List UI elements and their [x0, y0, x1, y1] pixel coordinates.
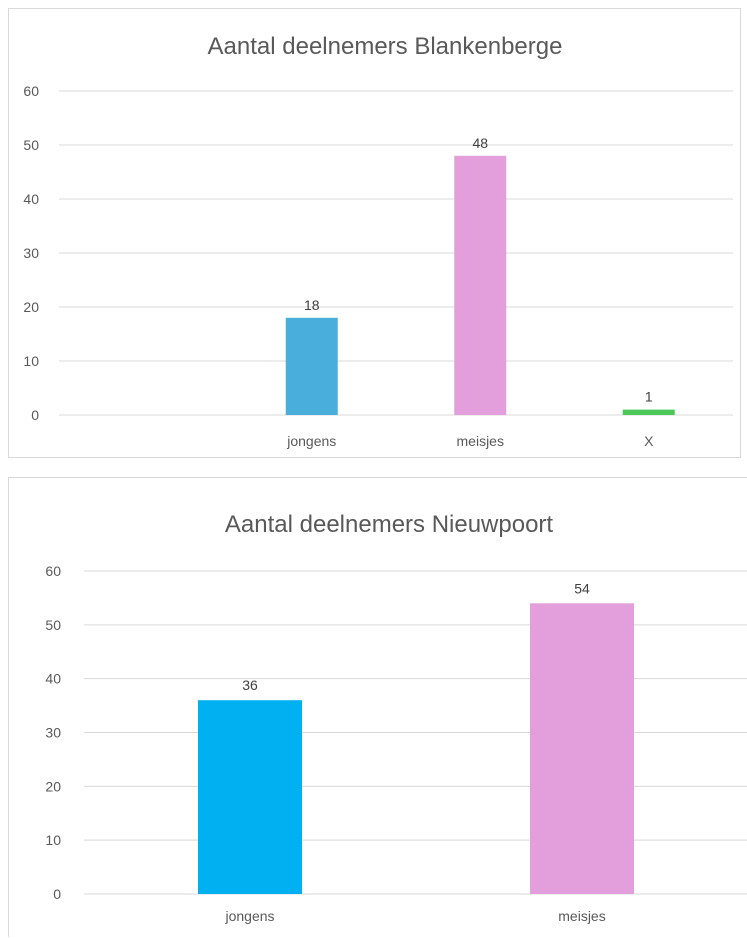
bar-X	[622, 409, 675, 415]
data-label: 18	[304, 297, 320, 313]
chart-nieuwpoort-svg: Aantal deelnemers Nieuwpoort 0 10 20 30 40 50…	[45, 511, 747, 924]
y-tick-label: 50	[23, 137, 39, 153]
chart-title: Aantal deelnemers Blankenberge	[208, 33, 563, 60]
x-tick-label: meisjes	[457, 433, 504, 449]
x-tick-label: jongens	[224, 908, 274, 924]
bar-meisjes	[530, 603, 634, 894]
data-label: 48	[472, 135, 488, 151]
y-tick-label: 20	[45, 778, 61, 794]
y-tick-label: 10	[45, 832, 61, 848]
y-tick-label: 0	[53, 886, 61, 902]
bar-jongens	[285, 317, 338, 415]
data-label: 36	[242, 677, 258, 693]
bar-meisjes	[454, 155, 507, 416]
chart-nieuwpoort: Aantal deelnemers Nieuwpoort 0 10 20 30 40 50…	[8, 477, 747, 937]
y-tick-label: 60	[45, 563, 61, 579]
y-tick-label: 40	[45, 671, 61, 687]
chart-blankenberge: Aantal deelnemers Blankenberge 0 10 20 30 40…	[8, 8, 741, 458]
y-tick-label: 60	[23, 83, 39, 99]
bar-jongens	[198, 700, 302, 894]
y-tick-label: 50	[45, 617, 61, 633]
y-tick-label: 40	[23, 191, 39, 207]
y-tick-label: 20	[23, 299, 39, 315]
chart-title: Aantal deelnemers Nieuwpoort	[225, 511, 554, 538]
data-label: 1	[645, 389, 653, 405]
x-tick-label: jongens	[286, 433, 336, 449]
data-label: 54	[574, 580, 590, 596]
x-tick-label: meisjes	[558, 908, 605, 924]
y-tick-label: 30	[45, 725, 61, 741]
y-tick-label: 10	[23, 353, 39, 369]
x-tick-label: X	[644, 433, 654, 449]
y-tick-label: 30	[23, 245, 39, 261]
y-tick-label: 0	[31, 407, 39, 423]
chart-blankenberge-svg: Aantal deelnemers Blankenberge 0 10 20 30 40…	[23, 33, 733, 449]
